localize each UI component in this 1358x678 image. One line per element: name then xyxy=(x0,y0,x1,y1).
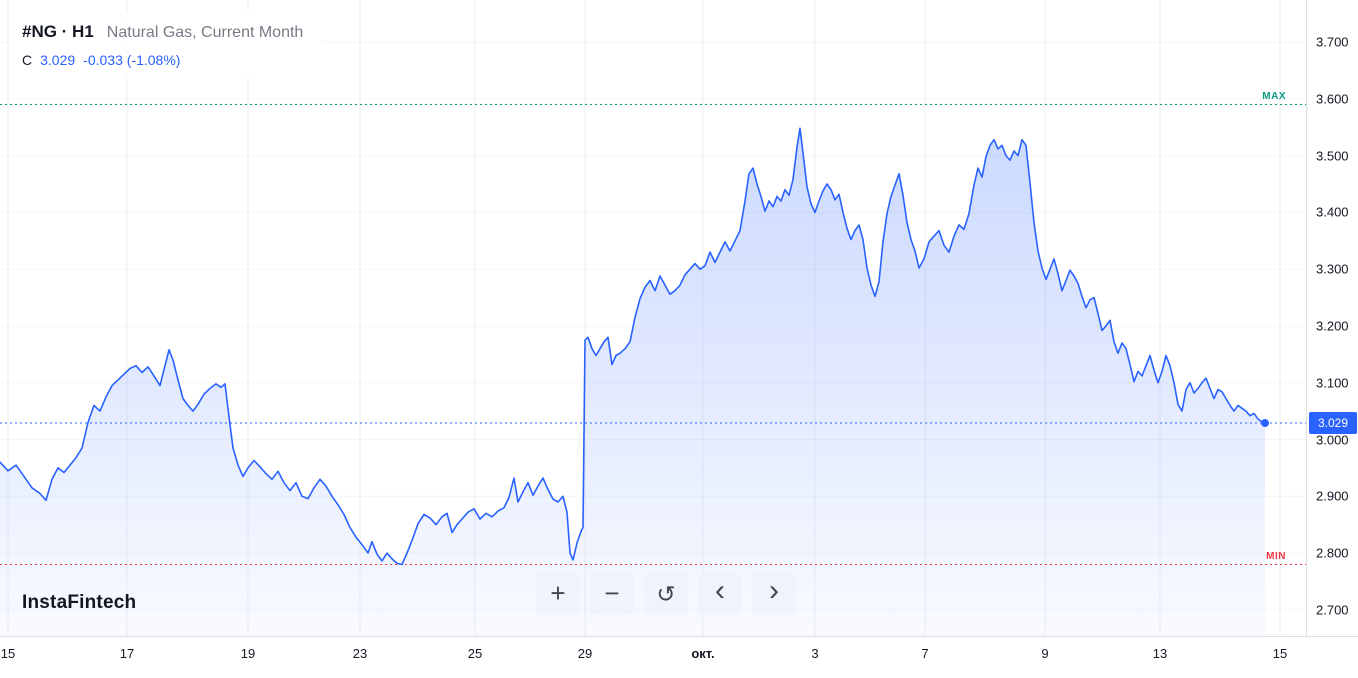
time-axis-label: 25 xyxy=(467,646,483,661)
pan-left-icon: ‹ xyxy=(715,574,725,607)
price-axis-label: 3.000 xyxy=(1316,432,1349,448)
time-axis-label: 15 xyxy=(1272,646,1288,661)
legend-values-row: C 3.029 -0.033 (-1.08%) xyxy=(22,52,303,68)
price-axis-label: 3.200 xyxy=(1316,318,1349,334)
symbol-title[interactable]: #NG · H1 xyxy=(22,22,94,41)
reset-zoom-button[interactable]: ↺ xyxy=(644,573,688,615)
time-axis-label: 13 xyxy=(1152,646,1168,661)
time-axis-label: окт. xyxy=(691,646,715,661)
max-line-label: MAX xyxy=(1262,91,1286,103)
chart-toolbar: + − ↺ ‹ › xyxy=(536,573,796,615)
price-axis-label: 2.700 xyxy=(1316,602,1349,618)
close-change: -0.033 (-1.08%) xyxy=(83,52,181,68)
zoom-out-button[interactable]: − xyxy=(590,573,634,615)
price-axis-label: 3.100 xyxy=(1316,375,1349,391)
price-axis-label: 2.900 xyxy=(1316,488,1349,504)
pan-left-button[interactable]: ‹ xyxy=(698,573,742,615)
price-axis[interactable]: 3.029 3.700 3.600 3.500 3.400 3.300 3.200 3.10… xyxy=(1306,0,1358,678)
close-label: C xyxy=(22,52,33,68)
symbol-description: Natural Gas, Current Month xyxy=(106,24,304,41)
zoom-out-icon: − xyxy=(604,578,620,608)
chart-plot-area[interactable]: #NG · H1 Natural Gas, Current Month C 3.… xyxy=(0,0,1306,636)
legend-title-row: #NG · H1 Natural Gas, Current Month xyxy=(22,22,303,42)
chart-legend: #NG · H1 Natural Gas, Current Month C 3.… xyxy=(10,12,322,78)
reset-zoom-icon: ↺ xyxy=(656,580,676,607)
price-axis-label: 3.500 xyxy=(1316,148,1349,164)
time-axis[interactable]: 15 17 19 23 25 29 окт. 3 7 9 13 15 xyxy=(0,636,1358,678)
time-axis-label: 29 xyxy=(577,646,593,661)
time-axis-label: 7 xyxy=(921,646,929,661)
time-axis-label: 9 xyxy=(1041,646,1049,661)
time-axis-label: 3 xyxy=(811,646,819,661)
pan-right-icon: › xyxy=(769,574,779,607)
time-axis-label: 17 xyxy=(119,646,135,661)
price-axis-label: 2.800 xyxy=(1316,545,1349,561)
price-axis-label: 3.400 xyxy=(1316,204,1349,220)
zoom-in-icon: + xyxy=(550,578,566,608)
current-price-badge: 3.029 xyxy=(1309,412,1357,435)
price-axis-label: 3.700 xyxy=(1316,34,1349,50)
price-axis-label: 3.300 xyxy=(1316,261,1349,277)
pan-right-button[interactable]: › xyxy=(752,573,796,615)
brand-logo: InstaFintech xyxy=(22,592,137,613)
price-area-chart[interactable] xyxy=(0,0,1306,636)
min-line-label: MIN xyxy=(1266,551,1286,563)
time-axis-label: 19 xyxy=(240,646,256,661)
price-axis-label: 3.600 xyxy=(1316,91,1349,107)
close-value: 3.029 xyxy=(40,52,76,68)
time-axis-label: 15 xyxy=(0,646,16,661)
time-axis-label: 23 xyxy=(352,646,368,661)
zoom-in-button[interactable]: + xyxy=(536,573,580,615)
